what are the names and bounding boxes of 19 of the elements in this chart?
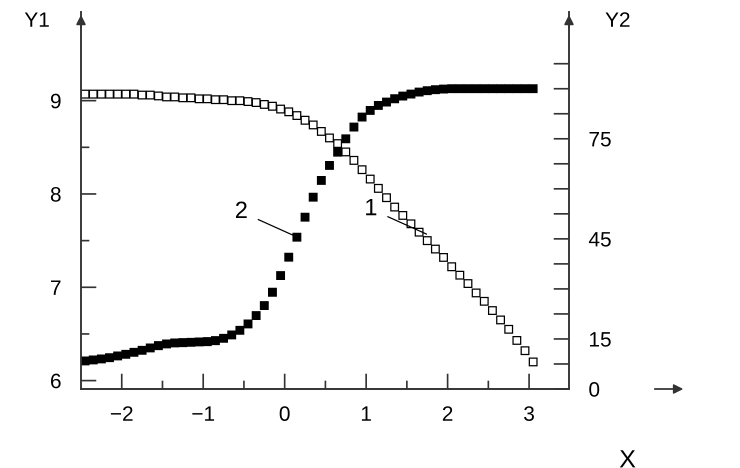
x-axis-title: X <box>620 450 636 468</box>
y-tick-label: 9 <box>50 94 61 108</box>
x-tick-label: 3 <box>524 406 534 421</box>
annotation: 1 <box>366 198 376 216</box>
x-tick-label: 0 <box>280 406 290 421</box>
x-tick-label: 2 <box>442 406 452 421</box>
y2-axis-title: Y2 <box>606 12 630 27</box>
y-tick-label: 8 <box>50 186 61 202</box>
y2-tick-label: 75 <box>590 132 611 147</box>
y-axis-title: Y1 <box>24 12 49 27</box>
annotation: 2 <box>236 202 247 218</box>
x-tick-label: −2 <box>110 406 133 421</box>
y2-tick-label: 45 <box>588 232 611 247</box>
y-tick-label: 6 <box>51 374 61 388</box>
x-tick-label: −1 <box>192 406 214 421</box>
y-tick-label: 7 <box>51 280 61 295</box>
x-tick-label: 1 <box>362 406 371 421</box>
y2-tick-label: 0 <box>589 382 600 397</box>
y2-tick-label: 15 <box>590 332 611 347</box>
